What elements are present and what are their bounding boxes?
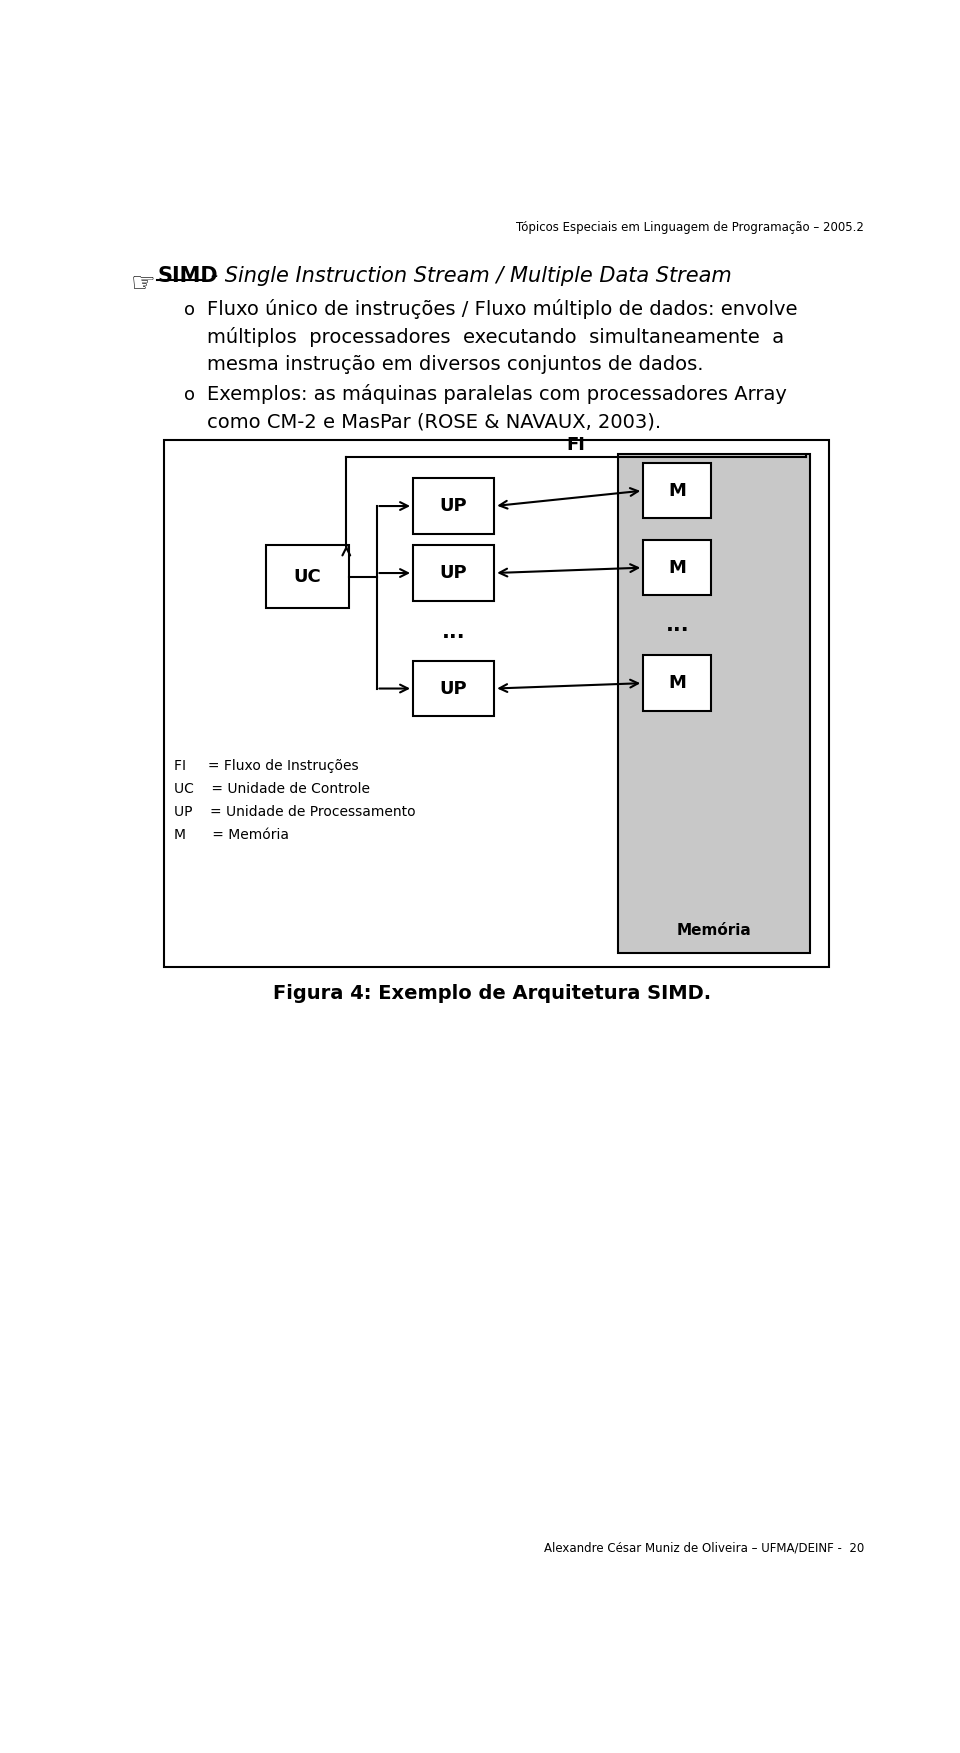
- Text: ...: ...: [442, 622, 466, 642]
- Text: como CM-2 e MasPar (ROSE & NAVAUX, 2003).: como CM-2 e MasPar (ROSE & NAVAUX, 2003)…: [206, 412, 660, 431]
- Text: M      = Memória: M = Memória: [175, 827, 289, 841]
- Text: M: M: [668, 559, 686, 577]
- Text: FI     = Fluxo de Instruções: FI = Fluxo de Instruções: [175, 759, 359, 773]
- Text: - Single Instruction Stream / Multiple Data Stream: - Single Instruction Stream / Multiple D…: [204, 266, 732, 286]
- Text: M: M: [668, 482, 686, 500]
- Bar: [617, 454, 809, 952]
- Bar: [266, 545, 349, 608]
- Text: o: o: [183, 386, 195, 403]
- Text: Exemplos: as máquinas paralelas com processadores Array: Exemplos: as máquinas paralelas com proc…: [206, 384, 786, 403]
- Text: ...: ...: [665, 615, 689, 635]
- Bar: [164, 440, 829, 968]
- Bar: [643, 540, 711, 596]
- Bar: [643, 656, 711, 712]
- Text: UP: UP: [440, 564, 468, 582]
- Text: Fluxo único de instruções / Fluxo múltiplo de dados: envolve: Fluxo único de instruções / Fluxo múltip…: [206, 300, 798, 319]
- Text: Alexandre César Muniz de Oliveira – UFMA/DEINF -  20: Alexandre César Muniz de Oliveira – UFMA…: [543, 1541, 864, 1553]
- Text: mesma instrução em diversos conjuntos de dados.: mesma instrução em diversos conjuntos de…: [206, 356, 704, 373]
- Bar: [643, 463, 711, 519]
- Bar: [413, 479, 494, 533]
- Text: FI: FI: [566, 436, 586, 454]
- Text: UP: UP: [440, 498, 468, 515]
- Text: Tópicos Especiais em Linguagem de Programação – 2005.2: Tópicos Especiais em Linguagem de Progra…: [516, 221, 864, 235]
- Text: UP: UP: [440, 680, 468, 698]
- Text: UC    = Unidade de Controle: UC = Unidade de Controle: [175, 782, 371, 796]
- Bar: [413, 661, 494, 717]
- Text: múltiplos  processadores  executando  simultaneamente  a: múltiplos processadores executando simul…: [206, 328, 784, 347]
- Text: UC: UC: [294, 568, 322, 586]
- Text: Memória: Memória: [676, 922, 751, 938]
- Text: SIMD: SIMD: [157, 266, 218, 286]
- Text: o: o: [183, 302, 195, 319]
- Text: Figura 4: Exemplo de Arquitetura SIMD.: Figura 4: Exemplo de Arquitetura SIMD.: [273, 983, 711, 1003]
- Text: UP    = Unidade de Processamento: UP = Unidade de Processamento: [175, 805, 416, 819]
- Text: M: M: [668, 675, 686, 692]
- Text: ☞: ☞: [131, 270, 156, 298]
- Bar: [413, 545, 494, 601]
